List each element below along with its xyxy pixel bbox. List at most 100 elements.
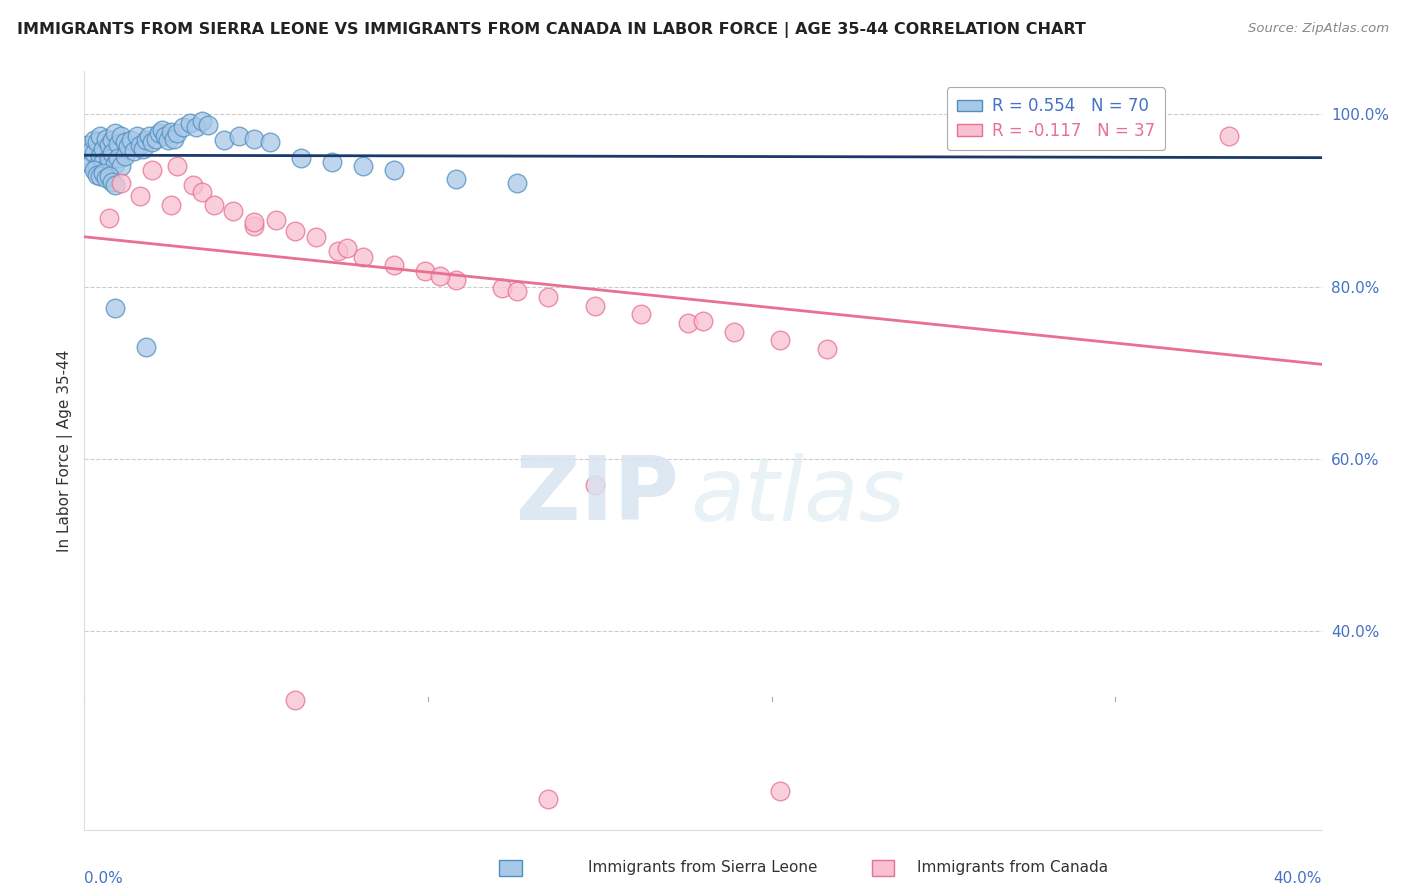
Y-axis label: In Labor Force | Age 35-44: In Labor Force | Age 35-44 — [58, 350, 73, 551]
Point — [191, 114, 214, 128]
Text: Immigrants from Sierra Leone: Immigrants from Sierra Leone — [588, 860, 818, 874]
Point — [326, 244, 349, 258]
Point — [692, 314, 714, 328]
Point — [769, 784, 792, 798]
Point — [166, 127, 188, 141]
Point — [352, 250, 374, 264]
Point — [166, 159, 188, 173]
Point — [150, 123, 173, 137]
Point — [491, 281, 513, 295]
Point — [98, 153, 121, 167]
Point — [122, 144, 145, 158]
Point — [1218, 128, 1240, 143]
Point — [243, 215, 266, 229]
Point — [413, 264, 436, 278]
Point — [191, 185, 214, 199]
Point — [107, 136, 129, 151]
Point — [91, 154, 114, 169]
Text: Source: ZipAtlas.com: Source: ZipAtlas.com — [1249, 22, 1389, 36]
Point — [429, 269, 451, 284]
Point — [98, 137, 121, 152]
Point — [83, 163, 105, 178]
Point — [83, 146, 105, 161]
Point — [184, 120, 207, 135]
Point — [156, 133, 179, 147]
Point — [129, 137, 152, 152]
Point — [91, 142, 114, 156]
Point — [583, 299, 606, 313]
Point — [141, 163, 163, 178]
Point — [101, 175, 124, 189]
Point — [107, 151, 129, 165]
Point — [243, 131, 266, 145]
Point — [94, 161, 117, 175]
Text: atlas: atlas — [690, 453, 905, 539]
Point — [104, 301, 127, 316]
Point — [284, 693, 307, 707]
Point — [243, 219, 266, 234]
Point — [89, 169, 111, 184]
Point — [114, 135, 136, 149]
Point — [86, 135, 108, 149]
Point — [104, 178, 127, 192]
Point — [110, 177, 132, 191]
Legend: R = 0.554   N = 70, R = -0.117   N = 37: R = 0.554 N = 70, R = -0.117 N = 37 — [946, 87, 1164, 150]
Point — [104, 157, 127, 171]
Point — [114, 149, 136, 163]
Point — [382, 163, 405, 178]
Text: ZIP: ZIP — [516, 452, 678, 540]
Point — [86, 168, 108, 182]
Text: IMMIGRANTS FROM SIERRA LEONE VS IMMIGRANTS FROM CANADA IN LABOR FORCE | AGE 35-4: IMMIGRANTS FROM SIERRA LEONE VS IMMIGRAN… — [17, 22, 1085, 38]
Point — [101, 146, 124, 161]
Point — [305, 229, 328, 244]
Point — [76, 154, 98, 169]
Point — [98, 211, 121, 225]
Point — [769, 333, 792, 347]
Point — [129, 189, 152, 203]
Point — [506, 284, 529, 298]
Point — [160, 125, 183, 139]
Point — [79, 144, 101, 158]
Point — [202, 198, 225, 212]
Point — [723, 325, 745, 339]
Point — [160, 198, 183, 212]
Point — [583, 478, 606, 492]
Point — [101, 133, 124, 147]
Point — [172, 120, 194, 135]
Point — [83, 133, 105, 147]
Point — [444, 273, 467, 287]
Point — [506, 177, 529, 191]
Point — [153, 128, 176, 143]
Point — [125, 128, 148, 143]
Point — [138, 128, 160, 143]
Point — [352, 159, 374, 173]
Point — [89, 128, 111, 143]
Point — [444, 172, 467, 186]
Point — [815, 342, 838, 356]
Point — [145, 131, 167, 145]
Point — [181, 178, 204, 192]
Point — [676, 316, 699, 330]
Point — [76, 137, 98, 152]
Point — [94, 171, 117, 186]
Text: 40.0%: 40.0% — [1274, 871, 1322, 887]
Point — [135, 133, 157, 147]
Point — [132, 142, 155, 156]
Point — [228, 128, 250, 143]
Point — [264, 212, 287, 227]
Point — [321, 154, 343, 169]
Point — [79, 157, 101, 171]
Point — [98, 169, 121, 183]
Point — [336, 241, 359, 255]
Point — [135, 340, 157, 354]
Point — [537, 792, 560, 806]
Point — [222, 203, 245, 218]
Point — [110, 128, 132, 143]
Point — [91, 166, 114, 180]
Point — [86, 159, 108, 173]
Point — [284, 224, 307, 238]
Point — [212, 133, 235, 147]
Text: 0.0%: 0.0% — [84, 871, 124, 887]
Point — [163, 131, 186, 145]
Point — [117, 139, 139, 153]
